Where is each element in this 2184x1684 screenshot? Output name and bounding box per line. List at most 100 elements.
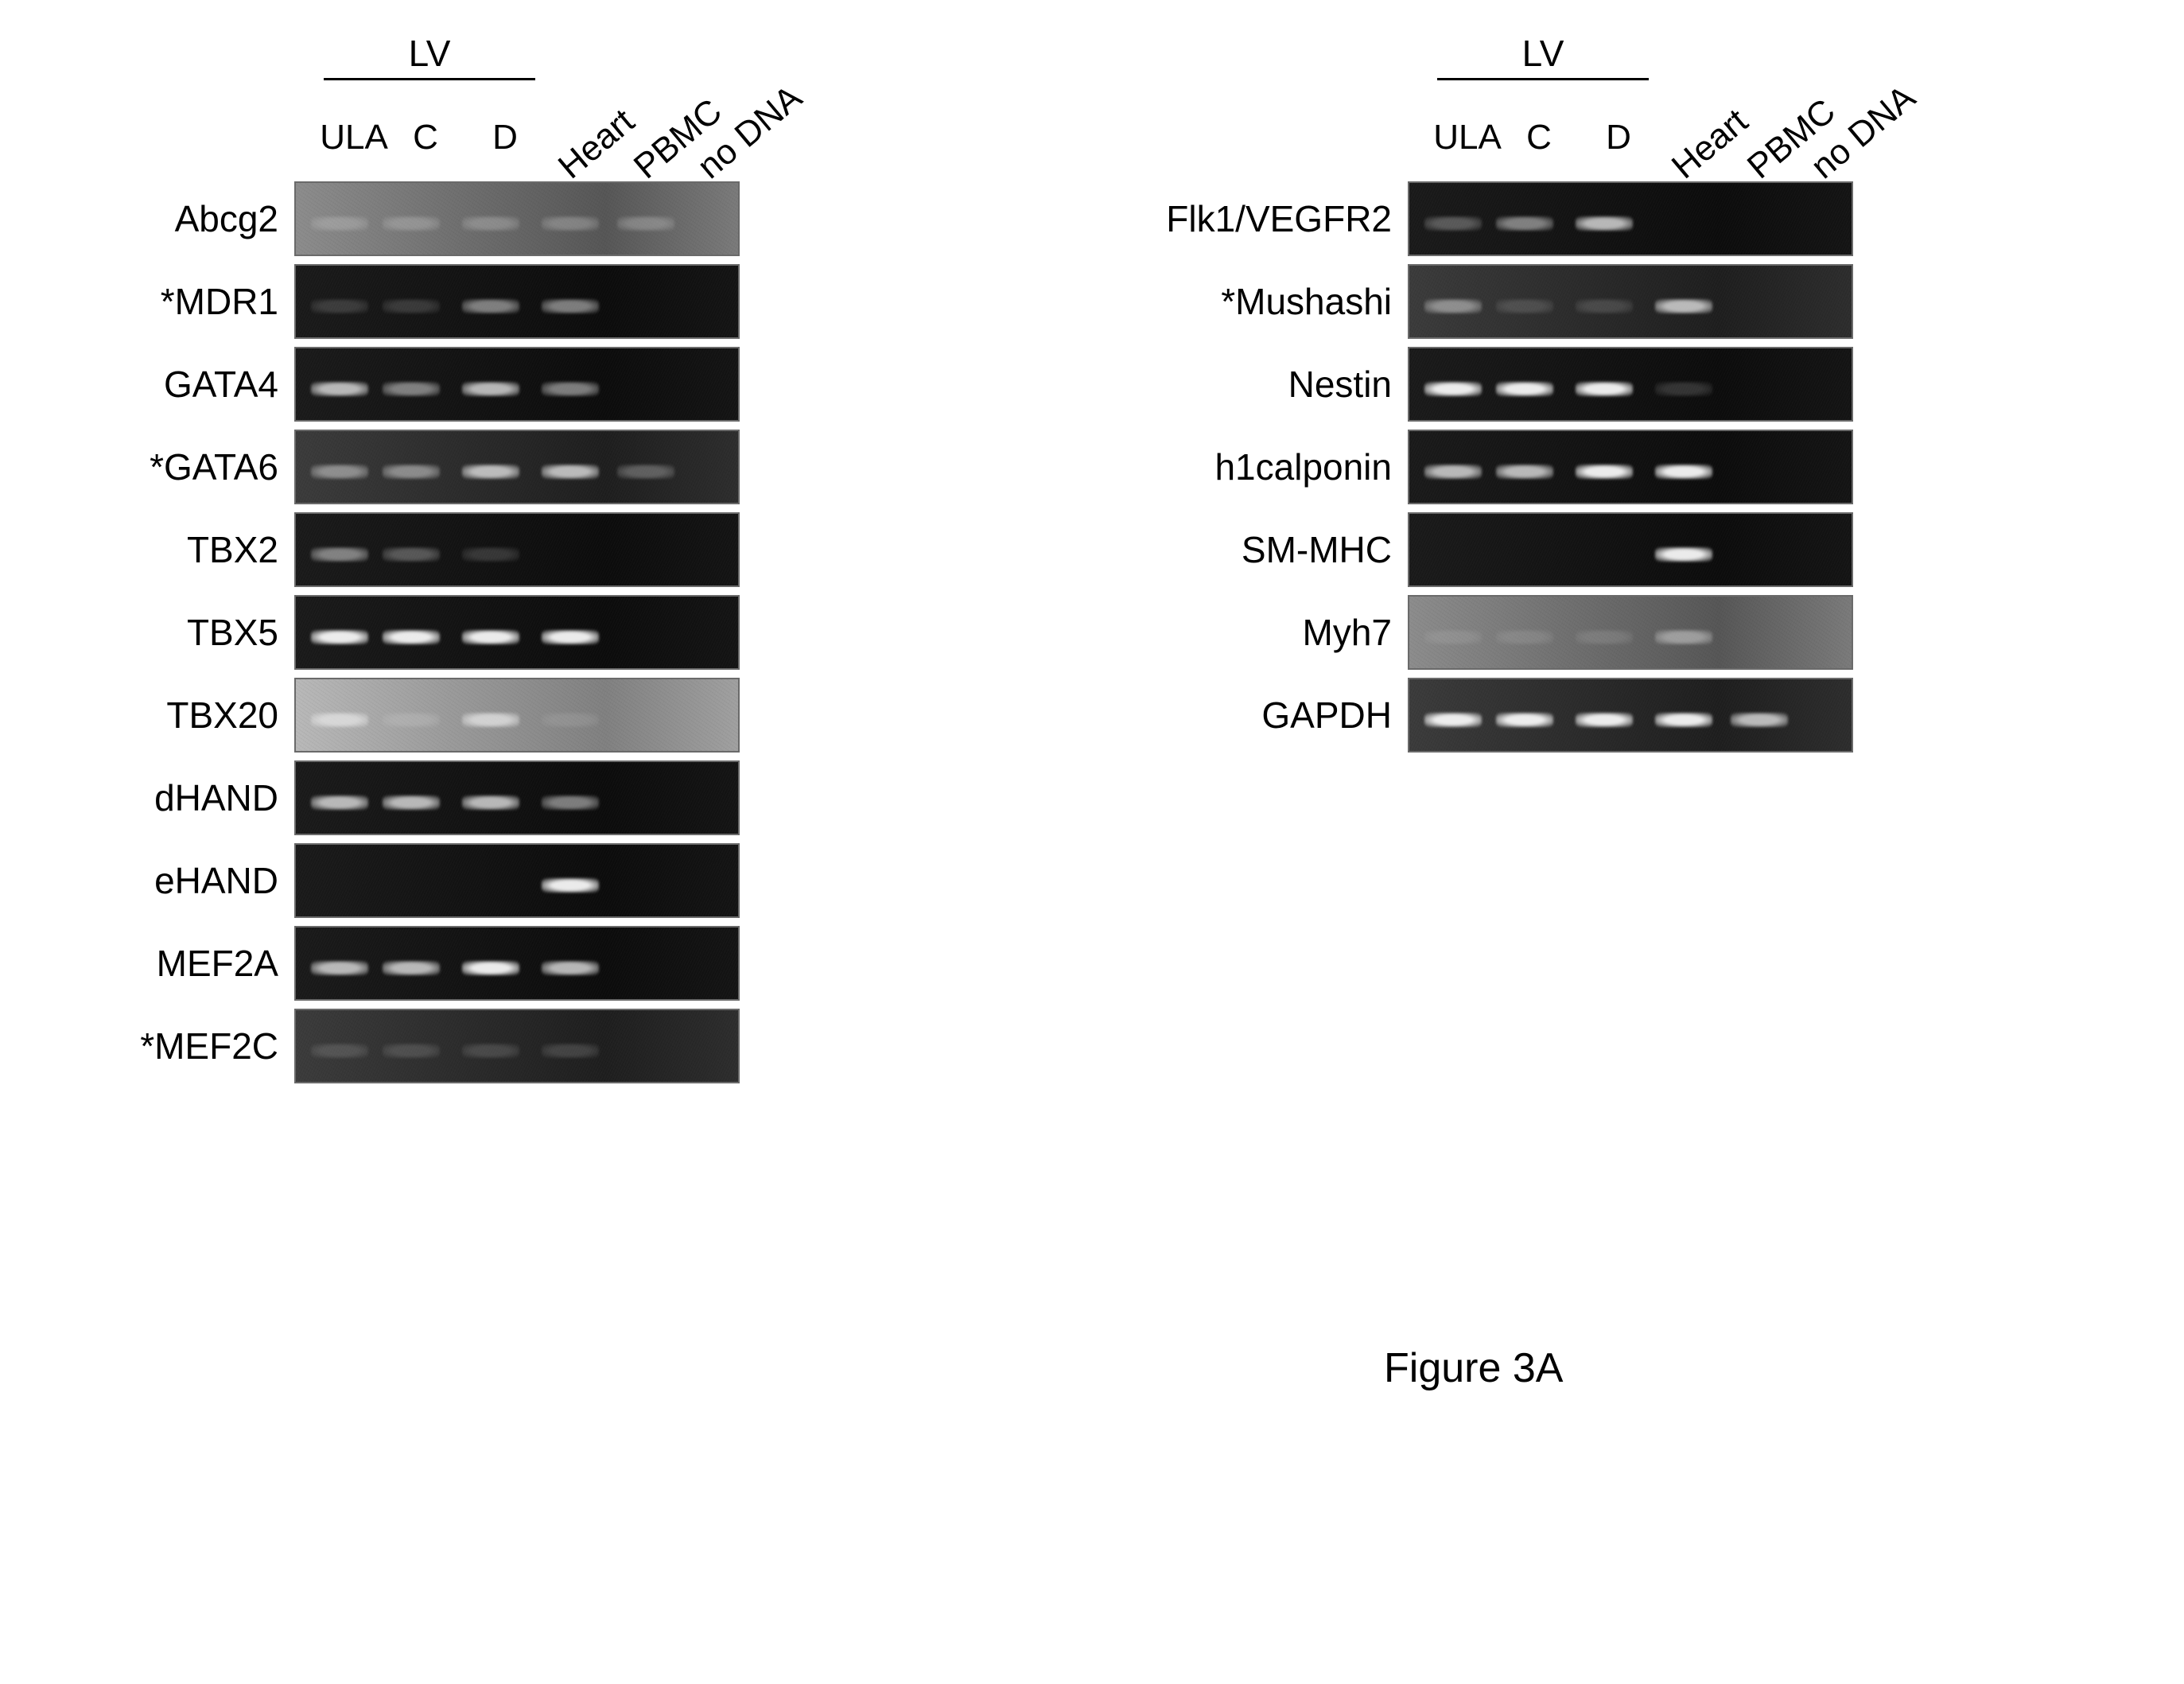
gel-band (462, 1044, 519, 1058)
gel-row: SM-MHC (1145, 512, 1853, 587)
gene-label: SM-MHC (1145, 528, 1408, 571)
gel-band (542, 465, 599, 479)
gene-label: h1calponin (1145, 445, 1408, 488)
lv-group: LV (324, 32, 535, 80)
gel-band (311, 961, 368, 975)
gel-band (1576, 299, 1633, 313)
gel-row: dHAND (95, 760, 740, 835)
gel-noise (296, 845, 738, 916)
gel-lane-image (294, 1009, 740, 1083)
gel-panel-right: LVULACDHeartPBMCno DNA Flk1/VEGFR2 *Mushas… (1145, 32, 1853, 760)
gel-row: *MEF2C (95, 1009, 740, 1083)
lane-header: LVULACDHeartPBMCno DNA (1145, 32, 1853, 167)
gel-band (1576, 465, 1633, 479)
gel-lane-image (294, 181, 740, 256)
gel-lane-image (1408, 430, 1853, 504)
gel-row: *MDR1 (95, 264, 740, 339)
gel-lane-image (294, 512, 740, 587)
gel-band (1576, 382, 1633, 396)
gene-label: eHAND (95, 859, 294, 902)
gel-band (383, 216, 440, 231)
gel-band (311, 1044, 368, 1058)
gel-band (383, 961, 440, 975)
gene-label: *GATA6 (95, 445, 294, 488)
gel-band (1424, 713, 1482, 727)
gene-label: Myh7 (1145, 611, 1408, 654)
gel-band (542, 878, 599, 893)
gel-lane-image (294, 430, 740, 504)
gel-lane-image (1408, 264, 1853, 339)
gel-band (1655, 465, 1712, 479)
gel-band (462, 795, 519, 810)
gel-lane-image (1408, 512, 1853, 587)
gel-band (1496, 216, 1553, 231)
gene-label: Nestin (1145, 363, 1408, 406)
gel-panel-left: LVULACDHeartPBMCno DNAAbcg2*MDR1GATA4*GA… (95, 32, 740, 1091)
gel-row: *Mushashi (1145, 264, 1853, 339)
lane-label: ULA (317, 118, 391, 158)
gene-label: TBX20 (95, 694, 294, 737)
gel-band (1424, 465, 1482, 479)
gel-band (383, 1044, 440, 1058)
gel-lane-image (1408, 678, 1853, 753)
gel-row: TBX5 (95, 595, 740, 670)
gel-band (311, 630, 368, 644)
gel-lane-image (294, 760, 740, 835)
gel-lane-image (1408, 595, 1853, 670)
gel-lane-image (294, 347, 740, 422)
gel-band (1655, 382, 1712, 396)
gel-band (1496, 630, 1553, 644)
gene-label: Flk1/VEGFR2 (1145, 197, 1408, 240)
gel-lane-image (294, 926, 740, 1001)
gel-row: Myh7 (1145, 595, 1853, 670)
gel-band (383, 630, 440, 644)
gel-band (1424, 299, 1482, 313)
gel-band (383, 713, 440, 727)
gel-band (1496, 713, 1553, 727)
gel-band (542, 713, 599, 727)
gene-label: *MEF2C (95, 1025, 294, 1068)
gel-band (311, 795, 368, 810)
lv-label: LV (324, 32, 535, 75)
gel-band (462, 630, 519, 644)
gel-band (311, 713, 368, 727)
gel-band (462, 299, 519, 313)
lv-label: LV (1437, 32, 1649, 75)
gel-band (311, 299, 368, 313)
gel-band (1655, 630, 1712, 644)
gel-row: *GATA6 (95, 430, 740, 504)
gene-label: *MDR1 (95, 280, 294, 323)
gel-band (542, 795, 599, 810)
gel-band (1576, 713, 1633, 727)
gel-band (383, 547, 440, 562)
gene-label: TBX5 (95, 611, 294, 654)
gel-band (1655, 713, 1712, 727)
gel-lane-image (1408, 347, 1853, 422)
gel-band (1424, 630, 1482, 644)
gel-band (383, 382, 440, 396)
gel-band (1496, 382, 1553, 396)
figure-caption: Figure 3A (1384, 1344, 1563, 1392)
gel-band (462, 713, 519, 727)
gel-band (1576, 216, 1633, 231)
lane-label: D (1582, 118, 1655, 158)
gel-band (311, 216, 368, 231)
gene-label: MEF2A (95, 942, 294, 985)
lane-header: LVULACDHeartPBMCno DNA (95, 32, 740, 167)
gel-band (1731, 713, 1788, 727)
lv-underline (1437, 78, 1649, 80)
gel-row: eHAND (95, 843, 740, 918)
gel-band (617, 216, 674, 231)
lv-underline (324, 78, 535, 80)
lane-label: D (468, 118, 542, 158)
gel-row: TBX20 (95, 678, 740, 753)
gel-row: TBX2 (95, 512, 740, 587)
gel-lane-image (1408, 181, 1853, 256)
gel-band (1424, 216, 1482, 231)
gel-row: Nestin (1145, 347, 1853, 422)
gel-lane-image (294, 678, 740, 753)
gel-lane-image (294, 843, 740, 918)
gene-label: *Mushashi (1145, 280, 1408, 323)
gel-band (383, 299, 440, 313)
gel-band (1655, 299, 1712, 313)
